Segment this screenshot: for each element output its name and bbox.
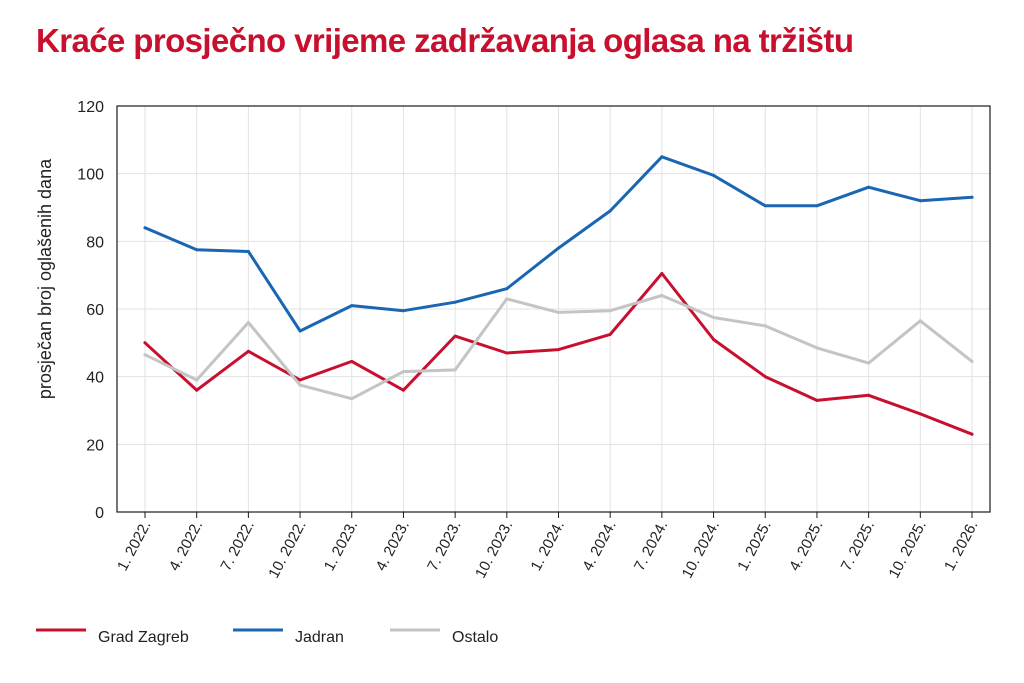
x-tick-label: 10. 2022. xyxy=(265,518,309,581)
data-point xyxy=(608,309,612,313)
data-point xyxy=(970,359,974,363)
data-point xyxy=(660,294,664,297)
x-tick-label: 10. 2023. xyxy=(472,518,516,581)
data-point xyxy=(401,370,405,374)
chart-title: Kraće prosječno vrijeme zadržavanja ogla… xyxy=(36,22,854,59)
data-point xyxy=(453,300,457,304)
y-tick-label: 100 xyxy=(77,167,104,184)
data-point xyxy=(195,378,199,382)
data-point xyxy=(350,397,354,401)
plot-frame xyxy=(116,105,991,513)
data-point xyxy=(557,310,560,314)
data-point xyxy=(246,349,250,353)
x-tick-label: 7. 2025. xyxy=(838,518,878,574)
x-tick-label: 1. 2024. xyxy=(528,518,568,574)
data-point xyxy=(970,195,974,199)
legend-label: Grad Zagreb xyxy=(98,629,189,646)
y-tick-label: 0 xyxy=(95,505,104,522)
y-tick-label: 20 xyxy=(86,437,104,454)
y-tick-label: 40 xyxy=(86,370,104,387)
data-point xyxy=(763,204,767,208)
data-point xyxy=(505,351,509,355)
data-point xyxy=(608,209,612,213)
y-tick-label: 80 xyxy=(86,234,104,251)
data-point xyxy=(970,432,974,436)
x-tick-label: 10. 2024. xyxy=(679,518,723,581)
data-point xyxy=(815,346,819,350)
data-point xyxy=(815,204,819,208)
data-point xyxy=(195,248,199,252)
y-axis-ticks: 0 20 40 60 80 100 120 xyxy=(77,99,104,522)
x-tick-label: 4. 2025. xyxy=(786,518,826,574)
data-point xyxy=(557,246,560,250)
legend-label: Ostalo xyxy=(452,629,498,646)
data-point xyxy=(712,173,716,177)
data-point xyxy=(298,378,302,382)
x-tick-label: 7. 2023. xyxy=(424,518,464,574)
data-point xyxy=(918,199,922,203)
data-point xyxy=(143,341,147,345)
data-point xyxy=(350,359,354,363)
data-point xyxy=(298,383,302,387)
x-tick-label: 7. 2022. xyxy=(217,518,257,574)
x-axis-ticks: 1. 2022. 4. 2022. 7. 2022. 10. 2022. 1. 2023… xyxy=(114,512,982,581)
data-point xyxy=(401,309,405,313)
x-tick-label: 4. 2022. xyxy=(166,518,206,574)
data-point xyxy=(712,338,716,341)
data-point xyxy=(453,368,457,372)
data-point xyxy=(867,393,871,397)
data-point xyxy=(246,321,250,324)
data-point xyxy=(143,353,147,357)
data-point xyxy=(660,272,664,275)
gridlines xyxy=(117,106,990,512)
data-point xyxy=(505,287,509,291)
x-tick-label: 4. 2023. xyxy=(373,518,413,574)
data-point xyxy=(918,412,922,416)
x-tick-label: 4. 2024. xyxy=(579,518,619,574)
data-point xyxy=(815,398,819,402)
legend-label: Jadran xyxy=(295,629,344,646)
data-point xyxy=(453,334,457,338)
data-point xyxy=(505,297,509,301)
data-point xyxy=(608,332,612,336)
x-tick-label: 1. 2022. xyxy=(114,518,154,574)
data-point xyxy=(401,388,405,392)
x-tick-label: 10. 2025. xyxy=(885,518,929,581)
legend: Grad Zagreb Jadran Ostalo xyxy=(36,628,498,646)
data-point xyxy=(763,324,767,328)
data-point xyxy=(557,348,560,352)
data-point xyxy=(246,250,250,253)
x-tick-label: 1. 2025. xyxy=(734,518,774,574)
data-point xyxy=(350,304,354,308)
y-tick-label: 120 xyxy=(77,99,104,116)
data-point xyxy=(763,375,767,379)
x-tick-label: 7. 2024. xyxy=(631,518,671,574)
data-point xyxy=(867,361,871,365)
x-tick-label: 1. 2023. xyxy=(321,518,361,574)
data-point xyxy=(143,226,147,230)
series-lines xyxy=(143,155,974,436)
data-point xyxy=(918,319,922,323)
data-point xyxy=(298,329,302,333)
data-point xyxy=(660,155,664,159)
x-tick-label: 1. 2026. xyxy=(941,518,981,574)
data-point xyxy=(195,388,199,392)
data-point xyxy=(867,185,871,189)
data-point xyxy=(712,316,716,319)
y-axis-label: prosječan broj oglašenih dana xyxy=(35,158,55,399)
y-tick-label: 60 xyxy=(86,302,104,319)
